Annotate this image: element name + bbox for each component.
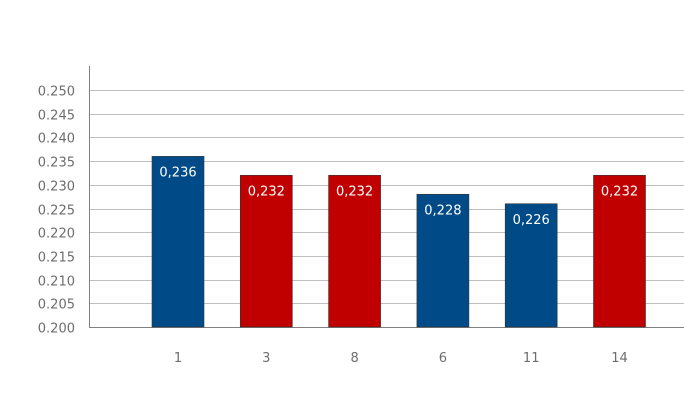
y-tick-labels: 0.200 0.205 0.210 0.215 0.220 0.225 0.230 0.235… <box>38 85 75 337</box>
y-tick-label: 0.235 <box>38 156 75 171</box>
x-tick-label: 11 <box>523 351 540 366</box>
x-tick-labels: 1 3 8 6 11 14 <box>174 351 628 366</box>
y-tick-label: 0.250 <box>38 85 75 100</box>
data-label: 0,228 <box>424 203 461 218</box>
data-label: 0,232 <box>336 184 373 199</box>
data-label: 0,226 <box>513 213 550 228</box>
bar <box>593 175 646 328</box>
data-label: 0,232 <box>601 184 638 199</box>
bar <box>416 193 470 328</box>
bar <box>240 175 293 328</box>
x-tick-label: 8 <box>350 351 358 366</box>
bar <box>504 203 558 328</box>
axes <box>89 66 684 328</box>
y-tick-label: 0.200 <box>38 322 75 337</box>
y-tick-label: 0.245 <box>38 109 75 124</box>
data-label: 0,232 <box>248 184 285 199</box>
data-label: 0,236 <box>159 165 196 180</box>
y-tick-label: 0.240 <box>38 132 75 147</box>
x-tick-label: 1 <box>174 351 182 366</box>
y-tick-label: 0.215 <box>38 251 75 266</box>
bar <box>151 156 205 328</box>
data-labels: 0,236 0,232 0,232 0,228 0,226 0,232 <box>159 165 638 227</box>
y-tick-label: 0.205 <box>38 298 75 313</box>
x-tick-label: 3 <box>262 351 270 366</box>
x-tick-label: 6 <box>439 351 447 366</box>
y-tick-label: 0.230 <box>38 180 75 195</box>
bars <box>151 156 646 328</box>
y-tick-label: 0.225 <box>38 204 75 219</box>
bar <box>328 175 381 328</box>
y-tick-label: 0.220 <box>38 227 75 242</box>
x-tick-label: 14 <box>611 351 628 366</box>
y-tick-label: 0.210 <box>38 275 75 290</box>
